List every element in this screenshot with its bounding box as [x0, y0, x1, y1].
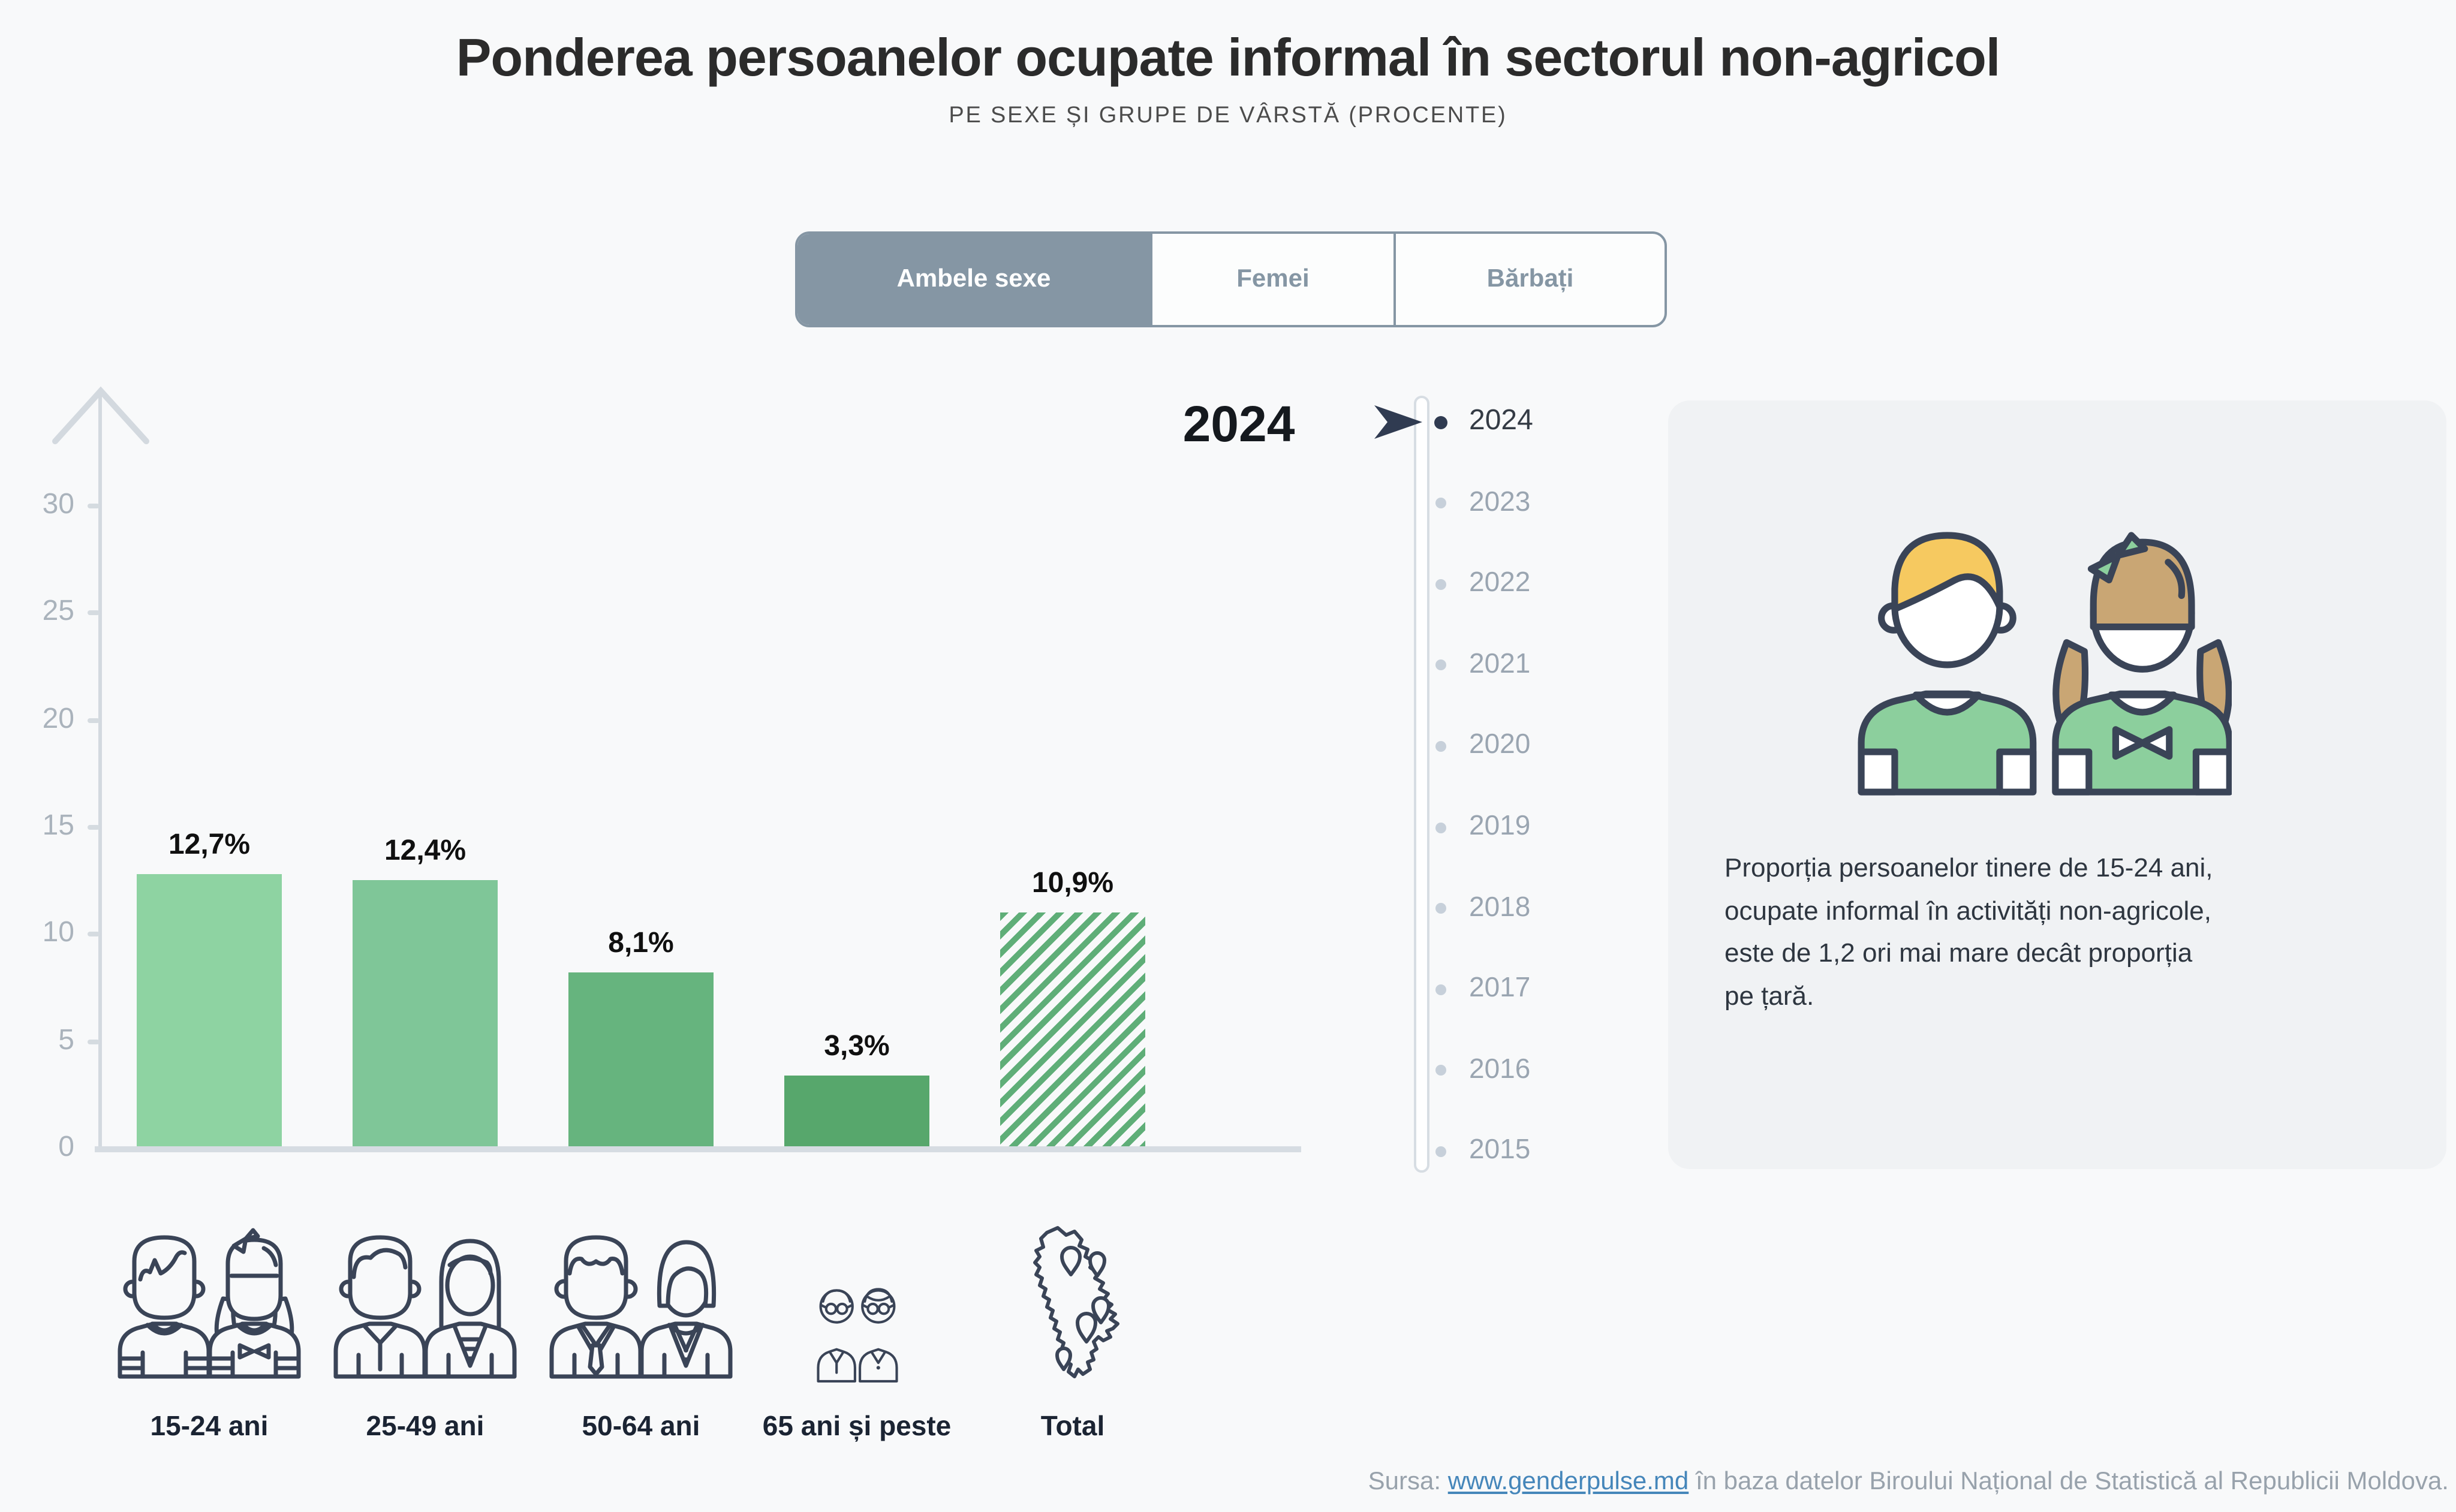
boy-girl-illustration-icon: [1858, 532, 2232, 796]
category-label-15-24-ani: 15-24 ani: [150, 1410, 269, 1441]
source-prefix: Sursa:: [1368, 1468, 1448, 1495]
year-dot-2016[interactable]: [1435, 1065, 1446, 1076]
page-title: Ponderea persoanelor ocupate informal în…: [456, 29, 2001, 88]
year-dot-2017[interactable]: [1435, 984, 1446, 995]
current-year-label: 2024: [1182, 396, 1295, 452]
year-item-2017[interactable]: 2017: [1469, 971, 1531, 1003]
year-item-2016[interactable]: 2016: [1469, 1052, 1531, 1084]
year-item-2024[interactable]: 2024: [1469, 404, 1533, 436]
bar-50-64-ani[interactable]: [568, 972, 714, 1146]
tab-b-rba-i[interactable]: Bărbați: [1393, 234, 1665, 325]
bar-value-label-total: 10,9%: [1031, 867, 1114, 899]
adult-couple-icon: [332, 1222, 518, 1384]
category-label-65-ani-i-peste: 65 ani și peste: [762, 1410, 952, 1441]
category-label-total: Total: [1040, 1410, 1105, 1441]
category-label-25-49-ani: 25-49 ani: [366, 1410, 484, 1441]
year-dot-2023[interactable]: [1435, 498, 1446, 509]
year-dot-2021[interactable]: [1435, 659, 1446, 671]
y-tick-label-0: 0: [58, 1131, 74, 1163]
y-tick-label-15: 15: [42, 809, 74, 842]
year-slider-track[interactable]: [1414, 396, 1429, 1173]
year-item-2021[interactable]: 2021: [1469, 647, 1531, 679]
tab-femei[interactable]: Femei: [1150, 234, 1393, 325]
y-tick-label-25: 25: [42, 595, 74, 628]
insight-text: Proporția persoanelor tinere de 15-24 an…: [1724, 853, 2213, 1010]
bar-25-49-ani[interactable]: [353, 880, 498, 1146]
category-label-50-64-ani: 50-64 ani: [582, 1410, 700, 1441]
y-tick-label-5: 5: [58, 1023, 74, 1056]
x-axis-baseline: [95, 1146, 1301, 1152]
year-dot-2022[interactable]: [1435, 579, 1446, 590]
year-item-2019[interactable]: 2019: [1469, 809, 1531, 841]
y-tick-label-20: 20: [42, 702, 74, 735]
year-dot-2015[interactable]: [1435, 1146, 1446, 1157]
tab-ambele-sexe[interactable]: Ambele sexe: [797, 234, 1150, 325]
source-suffix: în baza datelor Biroului Național de Sta…: [1688, 1468, 2449, 1495]
y-tick-label-10: 10: [42, 916, 74, 949]
year-item-2023[interactable]: 2023: [1469, 485, 1531, 517]
year-slider-pointer-icon[interactable]: [1374, 405, 1422, 439]
moldova-map-icon: [1013, 1222, 1133, 1384]
year-item-2015[interactable]: 2015: [1469, 1133, 1531, 1165]
y-tick-mark: [88, 932, 100, 937]
y-tick-mark: [88, 1039, 100, 1044]
y-axis-line: [98, 390, 102, 1149]
young-couple-icon: [116, 1222, 302, 1384]
bar-total[interactable]: [1000, 912, 1145, 1146]
bar-value-label-15-24-ani: 12,7%: [168, 829, 251, 861]
year-dot-2018[interactable]: [1435, 903, 1446, 914]
y-tick-mark: [88, 718, 100, 723]
bar-value-label-50-64-ani: 8,1%: [608, 927, 674, 959]
page-subtitle: PE SEXE ȘI GRUPE DE VÂRSTĂ (PROCENTE): [949, 103, 1507, 128]
insight-box: Proporția persoanelor tinere de 15-24 an…: [1668, 400, 2446, 1169]
source-link[interactable]: www.genderpulse.md: [1447, 1468, 1689, 1495]
source-note: Sursa: www.genderpulse.md în baza datelo…: [1368, 1468, 2449, 1496]
bar-15-24-ani[interactable]: [137, 874, 282, 1146]
y-tick-mark: [88, 825, 100, 830]
year-item-2020[interactable]: 2020: [1469, 728, 1531, 760]
senior-couple-icon: [548, 1222, 734, 1384]
year-dot-2024[interactable]: [1434, 415, 1447, 429]
year-item-2022[interactable]: 2022: [1469, 566, 1531, 598]
year-item-2018[interactable]: 2018: [1469, 890, 1531, 922]
sex-filter-tabs: Ambele sexe Femei Bărbați: [795, 231, 1667, 327]
y-tick-mark: [88, 610, 100, 616]
year-dot-2020[interactable]: [1435, 740, 1446, 752]
y-tick-mark: [88, 504, 100, 508]
y-tick-label-30: 30: [42, 488, 74, 520]
year-dot-2019[interactable]: [1435, 822, 1446, 833]
elderly-couple-icon: [814, 1279, 900, 1384]
bar-value-label-25-49-ani: 12,4%: [384, 835, 466, 867]
bar-65-ani-i-peste[interactable]: [784, 1076, 929, 1146]
bar-value-label-65-ani-i-peste: 3,3%: [824, 1030, 890, 1062]
